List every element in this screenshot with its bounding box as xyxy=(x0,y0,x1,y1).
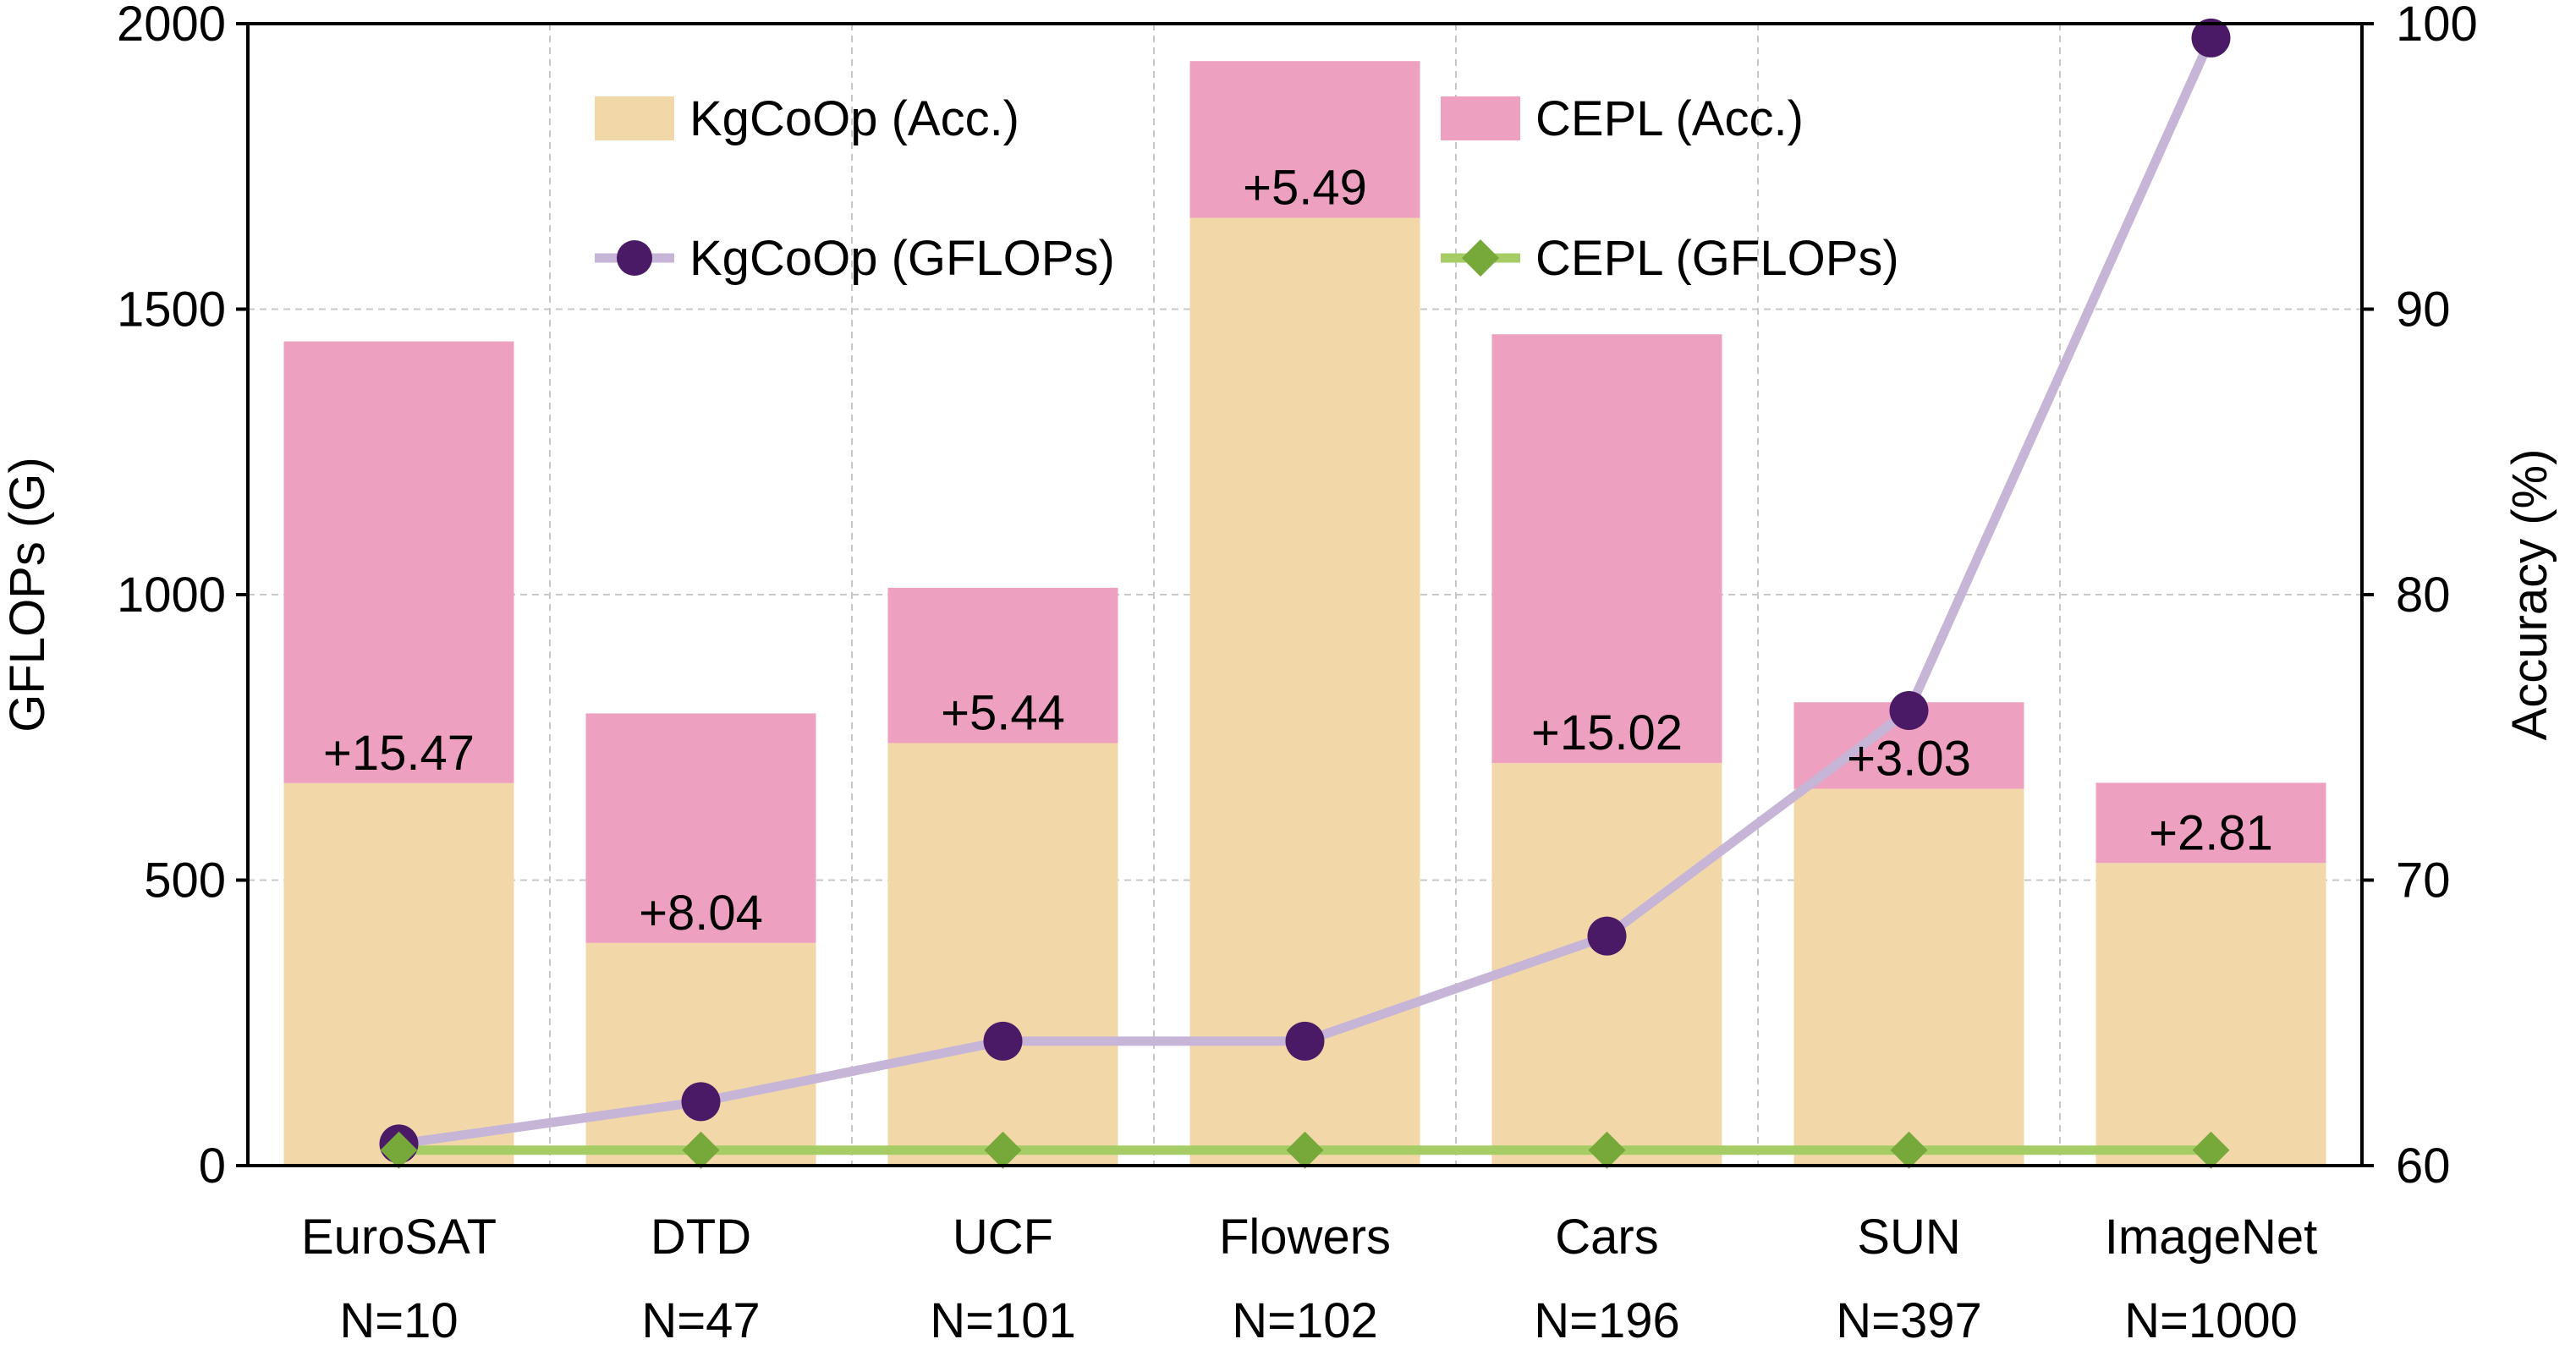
marker-cepl-gflops xyxy=(984,1131,1022,1169)
left-axis-tick-label: 2000 xyxy=(117,0,226,52)
legend-label: CEPL (GFLOPs) xyxy=(1535,231,1899,286)
category-sublabel: N=397 xyxy=(1836,1293,1982,1346)
bar-kgcoop-acc xyxy=(585,942,816,1166)
right-axis-tick-label: 70 xyxy=(2396,853,2451,908)
bar-kgcoop-acc xyxy=(283,782,514,1166)
category-sublabel: N=101 xyxy=(930,1293,1076,1346)
bar-kgcoop-acc xyxy=(1793,788,2024,1166)
legend-label: KgCoOp (Acc.) xyxy=(689,91,1019,146)
category-label: ImageNet xyxy=(2105,1210,2317,1265)
category-sublabel: N=1000 xyxy=(2124,1293,2298,1346)
marker-cepl-gflops xyxy=(1286,1131,1324,1169)
legend-cepl-acc: CEPL (Acc.) xyxy=(1441,91,1804,146)
line-layer xyxy=(379,18,2231,1169)
marker-cepl-gflops xyxy=(1588,1131,1626,1169)
category-label: UCF xyxy=(953,1210,1053,1265)
bar-cepl-acc xyxy=(2095,782,2326,864)
legend-swatch xyxy=(595,96,674,140)
category-sublabel: N=47 xyxy=(641,1293,760,1346)
bar-layer xyxy=(283,61,2326,1166)
left-axis-title: GFLOPs (G) xyxy=(0,457,55,732)
delta-label: +5.44 xyxy=(941,686,1065,741)
delta-label: +3.03 xyxy=(1847,732,1971,787)
bar-cepl-acc xyxy=(887,587,1118,744)
marker-cepl-gflops xyxy=(380,1131,418,1169)
bar-cepl-acc xyxy=(1491,334,1722,764)
bar-kgcoop-acc xyxy=(2095,863,2326,1166)
category-label: SUN xyxy=(1857,1210,1960,1265)
bar-kgcoop-acc xyxy=(1189,217,1420,1166)
label-layer: +15.47 +8.04 +5.44 +5.49 +15.02 +3.03 +2.81 xyxy=(323,161,2273,941)
legend-cepl-gflops: CEPL (GFLOPs) xyxy=(1441,231,1899,286)
marker-kgcoop-gflops xyxy=(983,1021,1023,1061)
marker-kgcoop-gflops xyxy=(681,1082,721,1122)
marker-kgcoop-gflops xyxy=(1285,1021,1325,1061)
marker-cepl-gflops xyxy=(682,1131,720,1169)
delta-label: +15.47 xyxy=(323,726,475,781)
legend-kgcoop-gflops: KgCoOp (GFLOPs) xyxy=(595,231,1115,286)
category-label: DTD xyxy=(651,1210,751,1265)
right-axis-tick-label: 80 xyxy=(2396,568,2451,623)
delta-label: +2.81 xyxy=(2149,805,2273,860)
bar-cepl-acc xyxy=(585,713,816,943)
legend-marker xyxy=(1462,239,1499,277)
legend-kgcoop-acc: KgCoOp (Acc.) xyxy=(595,91,1019,146)
delta-label: +5.49 xyxy=(1243,161,1367,216)
bar-cepl-acc xyxy=(283,341,514,783)
left-axis-tick-label: 1000 xyxy=(117,568,226,623)
left-axis-tick-label: 1500 xyxy=(117,283,226,338)
bar-cepl-acc xyxy=(1189,61,1420,218)
left-axis-tick-label: 0 xyxy=(199,1139,226,1194)
legend-layer: KgCoOp (Acc.) CEPL (Acc.) KgCoOp (GFLOPs) C… xyxy=(595,91,1899,286)
right-axis-tick-label: 90 xyxy=(2396,283,2451,338)
right-axis-tick-label: 100 xyxy=(2396,0,2478,52)
legend-label: KgCoOp (GFLOPs) xyxy=(689,231,1115,286)
category-label: Cars xyxy=(1555,1210,1658,1265)
bar-kgcoop-acc xyxy=(887,743,1118,1166)
delta-label: +15.02 xyxy=(1531,705,1683,760)
category-sublabel: N=10 xyxy=(339,1293,458,1346)
marker-kgcoop-gflops xyxy=(2191,18,2231,58)
left-axis-tick-label: 500 xyxy=(144,853,226,908)
marker-cepl-gflops xyxy=(2192,1131,2230,1169)
category-sublabel: N=102 xyxy=(1232,1293,1378,1346)
marker-cepl-gflops xyxy=(1890,1131,1928,1169)
marker-kgcoop-gflops xyxy=(1587,916,1627,956)
marker-kgcoop-gflops xyxy=(1889,691,1929,731)
legend-marker xyxy=(617,240,652,276)
right-axis-tick-label: 60 xyxy=(2396,1139,2451,1194)
right-axis-title: Accuracy (%) xyxy=(2502,449,2557,741)
category-label: EuroSAT xyxy=(301,1210,497,1265)
category-sublabel: N=196 xyxy=(1534,1293,1680,1346)
delta-label: +8.04 xyxy=(639,886,763,941)
legend-swatch xyxy=(1441,96,1520,140)
legend-label: CEPL (Acc.) xyxy=(1535,91,1804,146)
category-label: Flowers xyxy=(1219,1210,1391,1265)
